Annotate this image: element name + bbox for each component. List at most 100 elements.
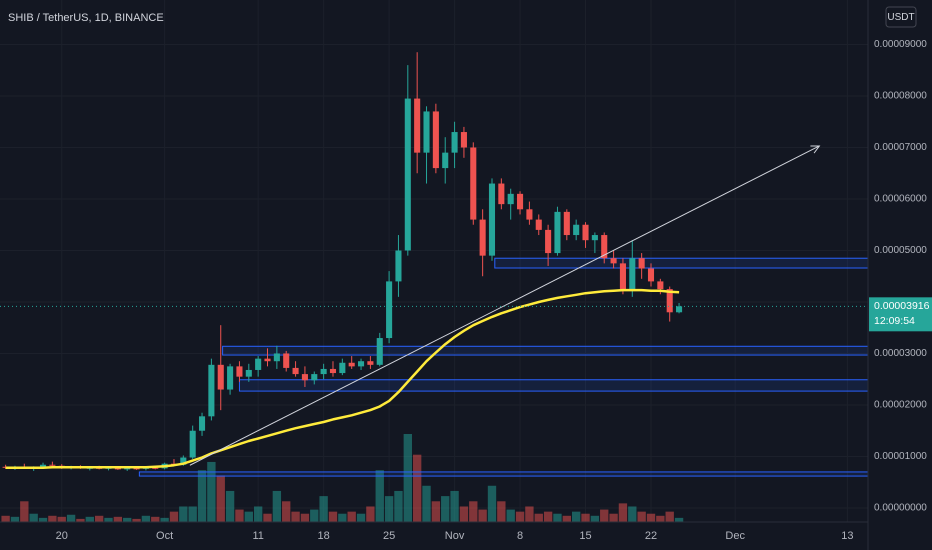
volume-bar [291,511,300,522]
candle-body [348,362,355,367]
volume-bar [600,509,609,522]
candle-body [451,132,458,153]
candle-body [563,211,570,236]
candle-body [133,468,140,470]
volume-bar [76,518,85,522]
candle-body [442,152,449,169]
candle-body [535,219,542,230]
candle-body [582,224,589,241]
candle-body [460,132,467,148]
candle-body [273,353,280,362]
candle-body [329,368,337,374]
volume-bar [151,516,160,522]
volume-bar [441,496,450,522]
volume-bar [347,511,356,522]
plot [0,52,868,471]
support-zone [222,345,869,356]
x-tick-label: Oct [156,530,173,542]
candle-body [479,219,486,256]
candle-body [676,306,683,313]
candle-body [39,464,47,468]
volume-bar [132,518,141,522]
volume-bar [20,501,29,522]
x-tick-label: Dec [725,530,745,542]
candle-body [358,361,365,367]
volume-bar [412,454,422,522]
x-tick-label: 25 [383,530,395,542]
candle-body [554,211,561,254]
candle-body [376,338,383,365]
volume-bar [169,511,179,522]
support-zone [238,379,869,392]
volume-bar [197,470,207,522]
x-tick-label: 18 [318,530,330,542]
y-tick-label: 0.00003000 [874,348,927,359]
x-tick-label: 11 [252,530,263,542]
volume-bar [571,511,581,522]
volume-bar [562,515,571,522]
volume-bar [394,490,403,522]
candle-body [657,281,664,290]
moving-average [5,288,680,470]
countdown-label: 12:09:54 [874,315,915,327]
volume-bar [94,515,104,522]
candle-body [395,250,402,282]
candle-body [301,374,308,381]
volume-bar [328,511,338,522]
volume-bar [179,506,188,522]
candle-body [619,263,626,290]
currency-label[interactable]: USDT [887,12,914,23]
volume-bar [66,514,76,522]
volume-bar [207,461,216,522]
volume-bar [403,434,412,522]
candle-body [245,369,252,377]
trend-line [189,146,819,466]
x-tick-label: 8 [517,530,523,542]
volume-bar [478,509,487,522]
candle-body [255,358,262,370]
y-tick-label: 0.00002000 [874,400,927,411]
x-tick-label: 13 [841,530,853,542]
candle-body [217,364,224,390]
volume-bar [253,506,263,522]
volume-bar [674,517,684,522]
candle-body [404,98,411,251]
candle-body [629,258,636,290]
y-tick-label: 0.00006000 [874,194,927,205]
volume-bar [459,506,469,522]
volume-bar [160,517,169,522]
candle-body [208,364,215,417]
y-tick-label: 0.00000000 [874,503,927,514]
x-tick-label: Nov [445,530,465,542]
y-tick-label: 0.00001000 [874,451,927,462]
currency-button[interactable] [885,6,917,28]
volume-bar [553,513,562,522]
volume-bar [469,501,478,522]
volume-bar [10,516,20,522]
volume-bar [581,513,590,522]
candle-body [470,147,477,220]
candle-body [414,98,421,153]
volume-bar [225,490,235,522]
volume-bar [263,513,272,522]
volume-bar [628,506,637,522]
volume-bar [422,485,431,522]
candle-body [189,430,196,458]
volume-bar [431,501,441,522]
y-tick-label: 0.00008000 [874,91,927,102]
volume-bar [665,511,674,522]
grid [0,0,868,522]
volume-bar [646,513,656,522]
y-tick-label: 0.00007000 [874,142,927,153]
volume-bar [272,490,282,522]
y-tick-label: 0.00009000 [874,39,927,50]
candle-body [498,183,505,205]
volume-bar [300,513,310,522]
candle-body [311,374,318,381]
candle-body [386,281,393,339]
volume-bar [487,485,497,522]
volume-bar [216,475,225,522]
volume-bar [188,506,197,522]
support-zone [138,471,869,477]
